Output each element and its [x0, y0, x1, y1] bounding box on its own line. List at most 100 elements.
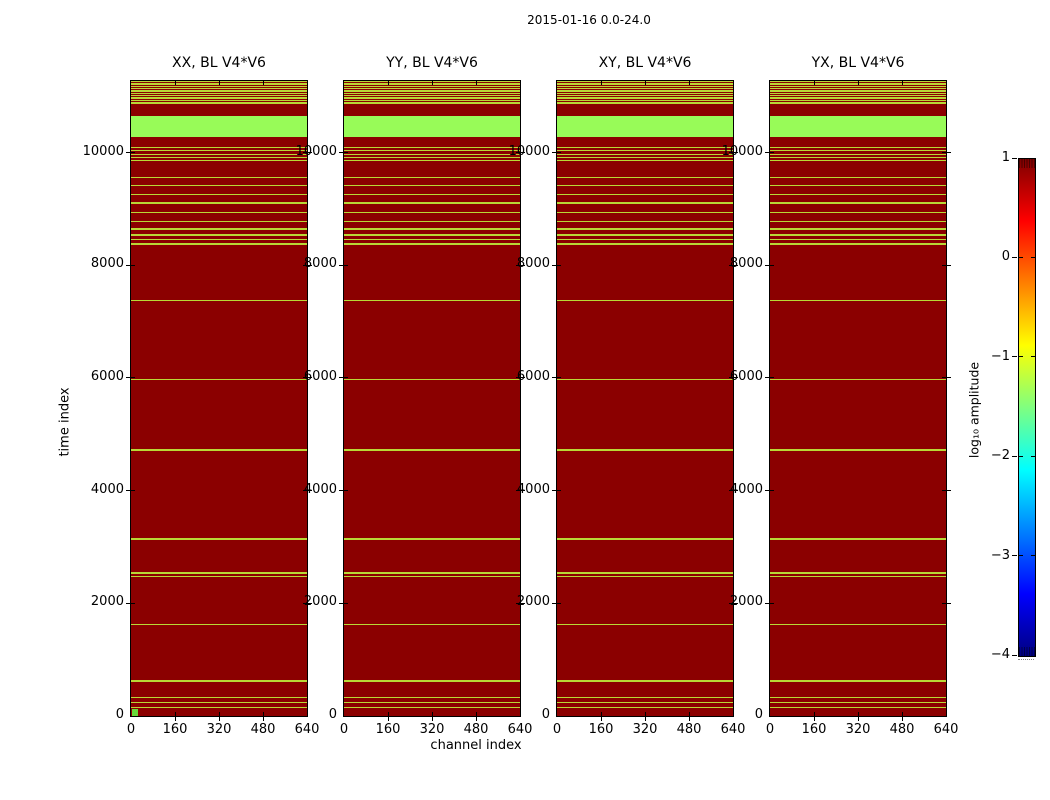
- flag-stripe: [131, 92, 307, 94]
- x-tick-mark: [601, 712, 602, 721]
- flag-stripe: [131, 449, 307, 451]
- flag-stripe: [557, 92, 733, 94]
- y-tick-mark: [765, 264, 774, 266]
- x-tick-mark: [858, 81, 859, 85]
- flag-stripe: [344, 99, 520, 101]
- y-tick-mark: [942, 490, 951, 492]
- flag-stripe: [131, 101, 307, 105]
- y-tick-label: 4000: [303, 481, 337, 497]
- x-tick-label: 640: [507, 722, 533, 737]
- x-tick-mark: [645, 712, 646, 721]
- flag-stripe: [557, 101, 733, 105]
- x-tick-mark: [645, 81, 646, 85]
- flag-stripe: [344, 185, 520, 187]
- y-tick-label: 10000: [508, 143, 550, 159]
- flag-stripe: [557, 538, 733, 540]
- x-tick-label: 160: [588, 722, 614, 737]
- flag-stripe: [557, 202, 733, 204]
- y-tick-mark: [942, 377, 951, 379]
- flag-stripe: [770, 220, 946, 222]
- y-tick-mark: [729, 152, 738, 154]
- flag-stripe: [557, 90, 733, 92]
- flag-stripe: [770, 176, 946, 179]
- flag-band: [770, 115, 946, 138]
- y-tick-mark: [552, 602, 561, 604]
- flag-stripe: [770, 299, 946, 302]
- flag-stripe: [131, 194, 307, 196]
- y-tick-label: 0: [541, 707, 550, 722]
- x-tick-mark: [689, 81, 690, 85]
- x-tick-label: 640: [933, 722, 959, 737]
- colorbar-tick-label: −4: [990, 647, 1010, 662]
- flag-stripe: [770, 92, 946, 94]
- x-tick-mark: [476, 81, 477, 85]
- flag-stripe: [344, 194, 520, 196]
- heatmap-panel-4: [765, 80, 951, 721]
- flag-stripe: [770, 702, 946, 704]
- x-tick-mark: [175, 712, 176, 721]
- flag-stripe: [344, 449, 520, 451]
- x-tick-label: 480: [463, 722, 489, 737]
- flag-stripe: [557, 146, 733, 149]
- heatmap-panel-3: [552, 80, 738, 721]
- colorbar-tick-mark: [1019, 555, 1023, 557]
- colorbar-tick-label: 1: [1001, 150, 1010, 165]
- y-tick-label: 8000: [303, 256, 337, 272]
- flag-stripe: [131, 88, 307, 90]
- colorbar-tick-mark: [1012, 654, 1017, 656]
- y-tick-label: 10000: [295, 143, 337, 159]
- flag-stripe: [557, 150, 733, 152]
- x-tick-mark: [263, 81, 264, 85]
- colorbar-tick-mark: [1019, 356, 1023, 358]
- flag-stripe: [344, 88, 520, 90]
- x-tick-label: 640: [720, 722, 746, 737]
- flag-stripe: [770, 97, 946, 99]
- flag-stripe: [344, 90, 520, 92]
- flag-stripe: [770, 150, 946, 152]
- flag-stripe: [557, 99, 733, 101]
- flag-stripe: [557, 234, 733, 236]
- flag-stripe: [131, 220, 307, 222]
- flag-stripe: [344, 85, 520, 88]
- flag-stripe: [131, 623, 307, 626]
- y-tick-mark: [303, 264, 312, 266]
- y-tick-mark: [303, 377, 312, 379]
- flag-stripe: [770, 238, 946, 241]
- flag-stripe: [770, 572, 946, 574]
- flag-stripe: [557, 220, 733, 222]
- y-tick-mark: [516, 264, 525, 266]
- flag-stripe: [344, 702, 520, 704]
- y-tick-label: 2000: [729, 594, 763, 610]
- x-tick-label: 160: [375, 722, 401, 737]
- colorbar-tick-mark: [1031, 356, 1035, 358]
- flag-stripe: [557, 697, 733, 699]
- x-tick-mark: [476, 712, 477, 721]
- panel-title-3: XY, BL V4*V6: [598, 55, 692, 71]
- flag-stripe: [131, 538, 307, 540]
- flag-stripe: [557, 243, 733, 245]
- x-axis-label: channel index: [430, 738, 522, 753]
- y-tick-label: 6000: [516, 368, 550, 384]
- x-tick-mark: [388, 81, 389, 85]
- flag-stripe: [770, 153, 946, 155]
- x-tick-mark: [902, 81, 903, 85]
- flag-stripe: [557, 185, 733, 187]
- heatmap-panel-2: [339, 80, 525, 721]
- flag-band: [344, 115, 520, 138]
- flag-stripe: [344, 202, 520, 204]
- x-tick-mark: [388, 712, 389, 721]
- y-tick-mark: [126, 490, 135, 492]
- y-tick-mark: [303, 602, 312, 604]
- flag-stripe: [131, 95, 307, 97]
- flag-stripe: [557, 680, 733, 682]
- y-tick-mark: [942, 264, 951, 266]
- y-tick-label: 10000: [82, 143, 124, 159]
- y-tick-mark: [126, 152, 135, 154]
- flag-stripe: [770, 194, 946, 196]
- x-tick-mark: [432, 81, 433, 85]
- flag-stripe: [344, 238, 520, 241]
- colorbar-tick-mark: [1031, 455, 1035, 457]
- flag-stripe: [557, 88, 733, 90]
- flag-stripe: [557, 575, 733, 577]
- flag-stripe: [344, 95, 520, 97]
